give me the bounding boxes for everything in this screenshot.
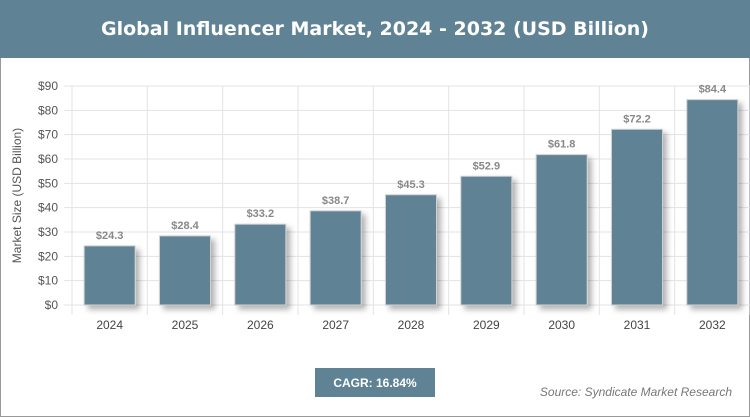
y-tick-label: $20 (38, 249, 58, 263)
y-tick-label: $0 (45, 298, 59, 312)
y-tick-label: $40 (38, 201, 58, 215)
data-label: $28.4 (171, 220, 199, 232)
data-label: $33.2 (247, 208, 275, 220)
x-tick-label: 2027 (322, 318, 349, 332)
bar (83, 245, 136, 306)
y-tick-label: $30 (38, 225, 58, 239)
source-note: Source: Syndicate Market Research (539, 385, 732, 399)
bar (460, 175, 513, 306)
bar (611, 128, 663, 306)
data-label: $45.3 (397, 179, 425, 191)
data-label: $24.3 (96, 230, 124, 242)
x-tick-label: 2030 (548, 318, 575, 332)
chart-title: Global Influencer Market, 2024 - 2032 (U… (0, 0, 750, 58)
bar (159, 235, 211, 306)
x-tick-label: 2031 (624, 318, 651, 332)
bar-chart: $0 $10 $20 $30 $40 $50 $60 $70 $80 $90 Market Size… (10, 79, 750, 332)
bar (309, 210, 362, 306)
x-tick-label: 2025 (172, 318, 199, 332)
cagr-badge: CAGR: 16.84% (315, 368, 435, 397)
y-tick-label: $80 (38, 103, 58, 117)
y-tick-label: $70 (38, 128, 58, 142)
data-label: $72.2 (623, 113, 651, 125)
bar (234, 223, 287, 306)
y-tick-label: $90 (38, 79, 58, 93)
data-label: $38.7 (322, 195, 350, 207)
data-label: $84.4 (699, 84, 727, 96)
y-tick-label: $50 (38, 176, 58, 190)
data-label: $52.9 (473, 160, 501, 172)
data-label: $61.8 (548, 139, 576, 151)
bar (686, 99, 739, 306)
y-tick-label: $60 (38, 152, 58, 166)
x-tick-label: 2032 (699, 318, 726, 332)
x-tick-label: 2028 (398, 318, 425, 332)
bar (535, 154, 588, 306)
y-axis-label: Market Size (USD Billion) (10, 128, 24, 263)
x-tick-label: 2024 (96, 318, 123, 332)
x-tick-label: 2029 (473, 318, 500, 332)
y-tick-label: $10 (38, 274, 58, 288)
x-tick-label: 2026 (247, 318, 274, 332)
bar (385, 194, 437, 306)
